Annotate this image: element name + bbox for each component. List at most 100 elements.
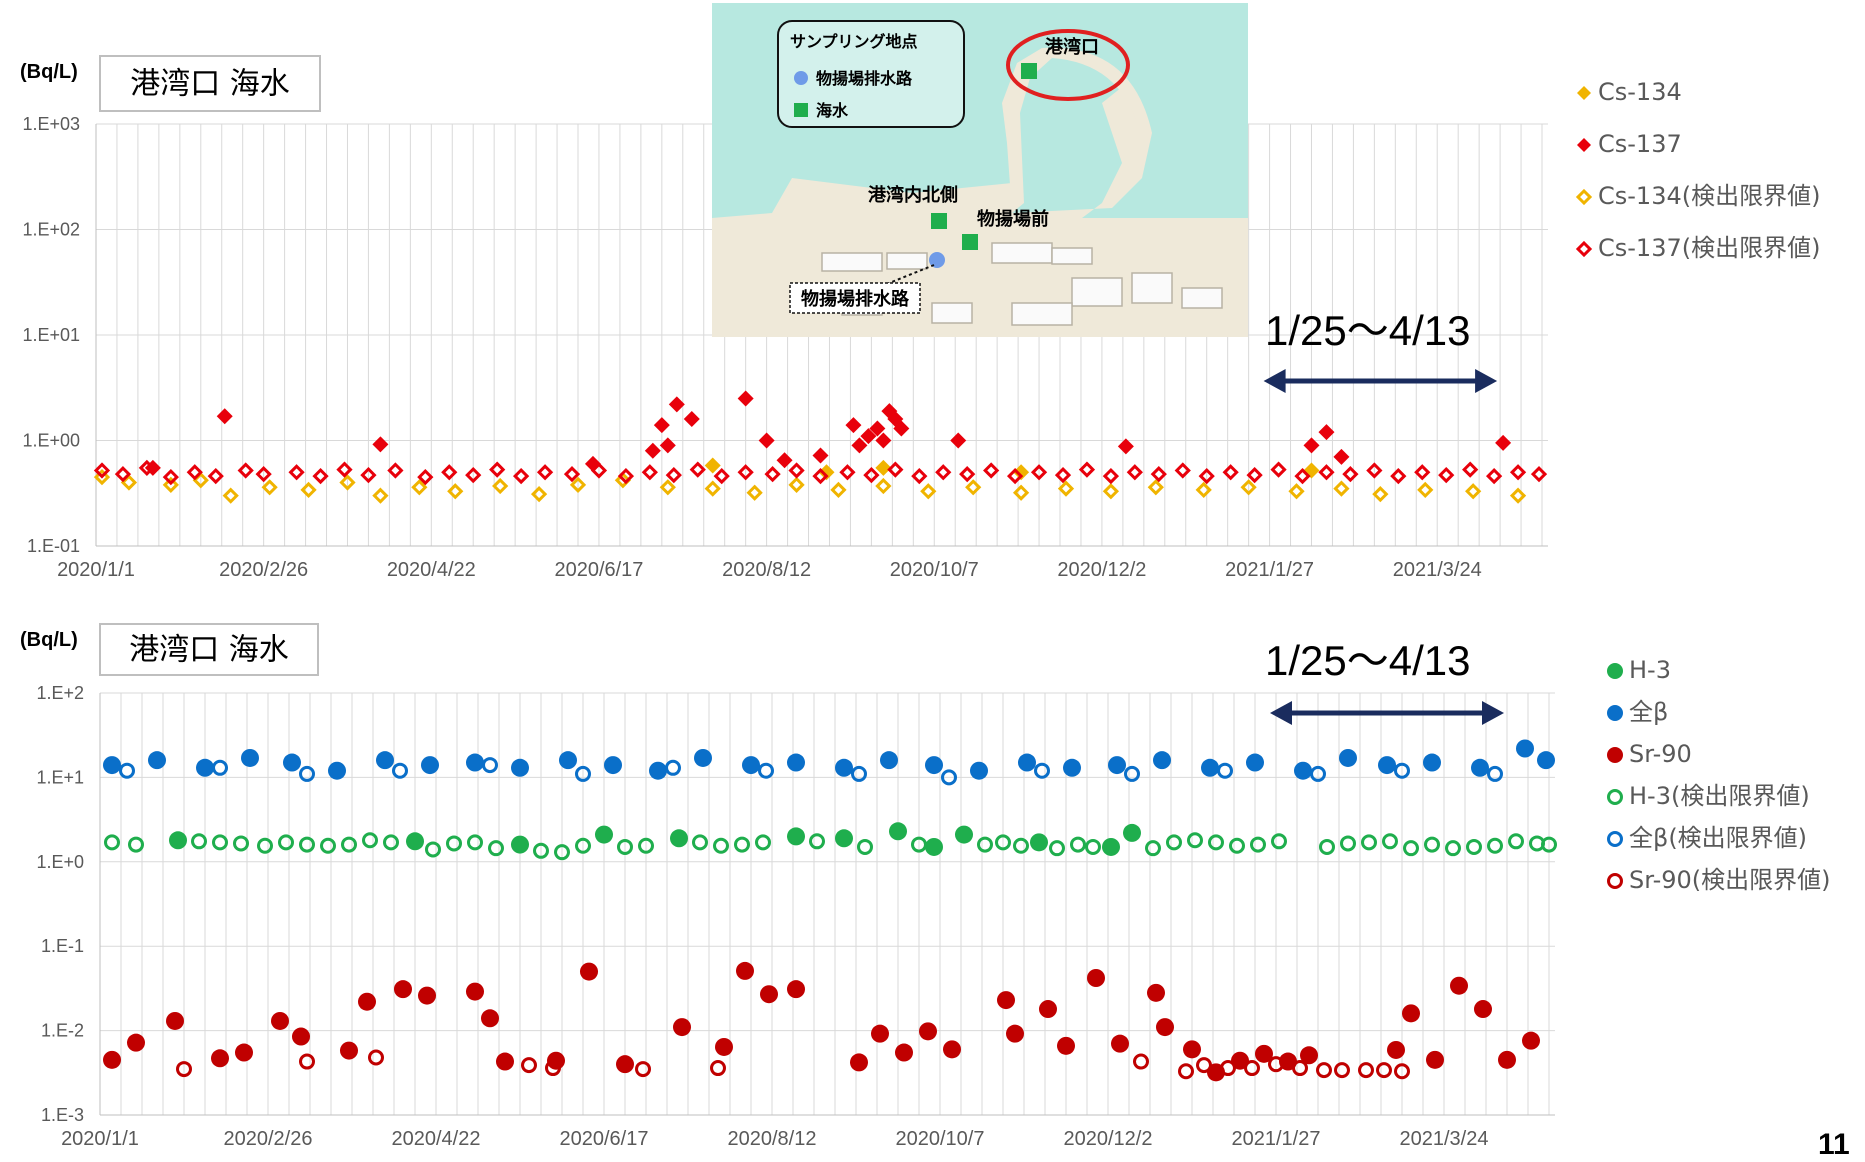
data-point	[1220, 1060, 1236, 1077]
legend-label: Cs-137(検出限界値)	[1598, 234, 1820, 262]
data-point	[1310, 765, 1326, 782]
legend-item: H-3(検出限界値)	[1607, 782, 1810, 810]
data-point	[216, 408, 233, 425]
data-point	[788, 476, 805, 493]
data-point	[241, 748, 259, 767]
series-Sr-90(検出限界値)	[176, 1049, 1410, 1080]
legend-item: Cs-134(検出限界値)	[1575, 182, 1820, 210]
data-point	[1145, 840, 1161, 857]
y-tick-label: 1.E+0	[36, 852, 84, 872]
series-H-3(検出限界値)	[104, 832, 1557, 861]
data-point	[839, 464, 856, 481]
data-point	[530, 486, 548, 503]
data-point	[148, 751, 166, 770]
data-point	[372, 487, 389, 504]
period-annotation: 1/25～4/13	[1263, 307, 1498, 393]
data-point	[1013, 837, 1029, 854]
data-point	[893, 420, 910, 437]
legend-item: Cs-137(検出限界値)	[1575, 234, 1820, 262]
data-point	[169, 831, 187, 850]
legend-item: 全β(検出限界値)	[1607, 824, 1807, 852]
data-point	[1153, 751, 1171, 770]
data-point	[1229, 837, 1245, 854]
data-point	[1414, 464, 1431, 481]
data-point	[704, 480, 721, 497]
data-point	[1174, 462, 1191, 479]
legend-marker	[1607, 831, 1623, 847]
data-point	[1034, 762, 1050, 779]
data-point	[237, 462, 254, 479]
data-point	[481, 1009, 499, 1028]
x-tick-label: 2020/2/26	[224, 1128, 313, 1150]
data-point	[1087, 968, 1105, 987]
data-point	[673, 1018, 691, 1037]
data-point	[212, 759, 228, 776]
period-label: 1/25～4/13	[1265, 307, 1471, 354]
data-point	[788, 462, 805, 479]
period-annotation: 1/25～4/13	[1265, 637, 1504, 725]
data-point	[1147, 479, 1164, 496]
data-point	[488, 840, 504, 857]
data-point	[162, 476, 179, 493]
data-point	[1462, 461, 1479, 478]
data-point	[466, 982, 484, 1001]
series-全β(検出限界値)	[119, 757, 1503, 786]
x-tick-label: 2020/4/22	[387, 559, 476, 581]
legend-marker	[1607, 747, 1623, 763]
map-legend-box	[777, 20, 965, 128]
harbor-mouth-marker	[1021, 63, 1037, 79]
data-point	[1102, 837, 1120, 856]
data-point	[1063, 758, 1081, 777]
data-point	[1471, 758, 1489, 777]
legend-item: H-3	[1607, 656, 1671, 684]
data-point	[533, 842, 549, 859]
data-point	[653, 417, 670, 434]
data-point	[1537, 751, 1555, 770]
data-point	[1382, 833, 1398, 850]
data-point	[1376, 1062, 1392, 1079]
data-point	[1339, 748, 1357, 767]
data-point	[638, 837, 654, 854]
legend-marker	[1577, 86, 1591, 100]
x-tick-label: 2020/12/2	[1064, 1128, 1153, 1150]
data-point	[857, 838, 873, 855]
data-point	[421, 756, 439, 775]
data-point	[418, 986, 436, 1005]
data-point	[1085, 838, 1101, 855]
data-point	[521, 1057, 537, 1074]
data-point	[441, 464, 458, 481]
x-tick-label: 2020/10/7	[890, 559, 979, 581]
data-point	[787, 827, 805, 846]
data-point	[288, 464, 305, 481]
data-point	[1387, 1040, 1405, 1059]
data-point	[482, 757, 498, 774]
title-box	[99, 55, 321, 112]
data-point	[689, 461, 706, 478]
data-point	[1372, 486, 1389, 503]
data-point	[341, 836, 357, 853]
data-point	[644, 442, 661, 459]
data-point	[336, 461, 353, 478]
y-tick-label: 1.E+00	[22, 431, 80, 451]
x-tick-label: 2020/1/1	[61, 1128, 139, 1150]
data-point	[1340, 835, 1356, 852]
data-point	[340, 1041, 358, 1060]
data-point	[392, 762, 408, 779]
data-point	[659, 479, 676, 496]
data-point	[875, 477, 892, 495]
data-point	[1111, 1034, 1129, 1053]
legend-label: Sr-90	[1629, 740, 1692, 768]
data-point	[1012, 484, 1030, 501]
data-point	[1485, 467, 1503, 485]
data-point	[575, 765, 591, 782]
data-point	[889, 822, 907, 841]
data-point	[880, 751, 898, 770]
data-point	[1030, 464, 1048, 481]
data-point	[1423, 753, 1441, 772]
label-drain: 物揚場排水路	[801, 288, 910, 310]
data-point	[1246, 753, 1264, 772]
data-point	[387, 462, 404, 479]
data-point	[575, 837, 591, 854]
data-point	[919, 1022, 937, 1041]
data-point	[670, 829, 688, 848]
